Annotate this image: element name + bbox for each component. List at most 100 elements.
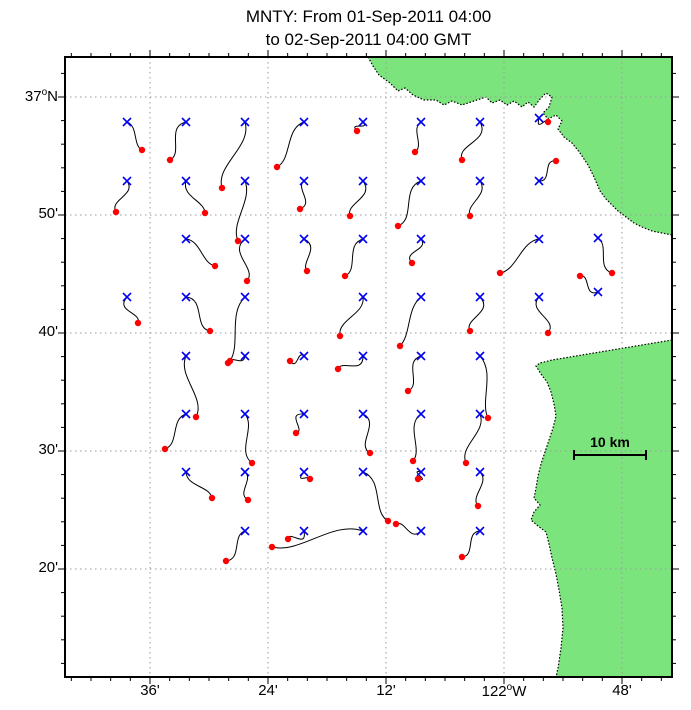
drifter-track xyxy=(271,528,364,549)
drifter-end-dot xyxy=(166,156,174,164)
drifter-start-x-marker xyxy=(240,409,250,419)
drifter-end-dot xyxy=(409,457,417,465)
drifter-end-dot xyxy=(462,459,470,467)
y-tick-label: 30' xyxy=(38,441,58,458)
drifter-track xyxy=(479,355,489,419)
drifter-start-x-marker xyxy=(593,287,603,297)
drifter-start-x-marker xyxy=(122,292,132,302)
drifter-end-dot xyxy=(218,184,226,192)
drifter-track xyxy=(464,413,482,464)
drifter-start-x-marker xyxy=(475,176,485,186)
drifter-end-dot xyxy=(192,413,200,421)
drifter-start-x-marker xyxy=(299,176,309,186)
drifter-end-dot xyxy=(544,118,552,126)
drifter-start-x-marker xyxy=(358,409,368,419)
drifter-end-dot xyxy=(296,205,304,213)
drifter-end-dot xyxy=(458,553,466,561)
drifter-end-dot xyxy=(411,148,419,156)
drifter-start-x-marker xyxy=(240,292,250,302)
drifter-end-dot xyxy=(284,535,292,543)
drifter-end-dot xyxy=(474,502,482,510)
drifter-end-dot xyxy=(408,259,416,267)
title-line-2: to 02-Sep-2011 04:00 GMT xyxy=(265,30,472,49)
drifter-end-dot xyxy=(608,269,616,277)
drifter-start-x-marker xyxy=(240,117,250,127)
drifter-start-x-marker xyxy=(358,234,368,244)
drifter-start-x-marker xyxy=(416,351,426,361)
drifter-end-dot xyxy=(206,327,214,335)
drifter-track xyxy=(414,121,422,153)
drifter-start-x-marker xyxy=(358,117,368,127)
drifter-end-dot xyxy=(336,332,344,340)
drifter-end-dot xyxy=(396,342,404,350)
y-tick-label: 37oN xyxy=(24,87,58,105)
drifter-track xyxy=(409,238,424,264)
y-tick-label: 40' xyxy=(38,323,58,340)
drifter-end-dot xyxy=(134,319,142,327)
drifter-end-dot xyxy=(208,494,216,502)
drifter-track xyxy=(344,238,364,277)
drifter-end-dot xyxy=(234,237,242,245)
drifter-track xyxy=(339,296,364,337)
drifter-start-x-marker xyxy=(475,526,485,536)
drifter-start-x-marker xyxy=(240,176,250,186)
drifter-end-dot xyxy=(303,267,311,275)
drifter-end-dot xyxy=(384,517,392,525)
drifter-track xyxy=(395,522,422,535)
drifter-start-x-marker xyxy=(181,467,191,477)
drifter-end-dot xyxy=(404,387,412,395)
drifter-start-x-marker xyxy=(240,467,250,477)
drifter-track xyxy=(276,121,305,168)
drifter-end-dot xyxy=(466,327,474,335)
drifter-end-dot xyxy=(286,357,294,365)
x-tick-label: 36' xyxy=(140,682,160,699)
drifter-track xyxy=(499,238,540,274)
drifter-start-x-marker xyxy=(122,117,132,127)
drifter-start-x-marker xyxy=(534,176,544,186)
drifter-track xyxy=(126,121,143,151)
drifter-track xyxy=(229,296,246,362)
y-tick-label: 50' xyxy=(38,205,58,222)
drifter-end-dot xyxy=(224,359,232,367)
drifter-end-dot xyxy=(496,269,504,277)
land-north-coast xyxy=(367,57,672,236)
drifter-start-x-marker xyxy=(534,113,544,123)
drifter-start-x-marker xyxy=(299,526,309,536)
drifter-start-x-marker xyxy=(416,526,426,536)
drifter-start-x-marker xyxy=(181,292,191,302)
plot-border xyxy=(64,56,673,678)
drifter-start-x-marker xyxy=(181,176,191,186)
drifter-start-x-marker xyxy=(475,117,485,127)
drifter-track xyxy=(461,530,481,558)
drifter-track xyxy=(337,355,364,370)
drifter-start-x-marker xyxy=(358,351,368,361)
drifter-end-dot xyxy=(366,449,374,457)
drifter-start-x-marker xyxy=(358,526,368,536)
drifter-end-dot xyxy=(306,475,314,483)
drifter-track xyxy=(114,180,130,213)
drifter-start-x-marker xyxy=(416,234,426,244)
drifter-start-x-marker xyxy=(299,409,309,419)
drifter-start-x-marker xyxy=(416,409,426,419)
drifter-track xyxy=(169,121,187,161)
drifter-end-dot xyxy=(273,163,281,171)
x-tick-label: 48' xyxy=(612,682,632,699)
drifter-end-dot xyxy=(244,496,252,504)
drifter-end-dot xyxy=(414,475,422,483)
drifter-start-x-marker xyxy=(416,176,426,186)
drifter-track xyxy=(468,296,485,332)
drifter-start-x-marker xyxy=(181,409,191,419)
drifter-start-x-marker xyxy=(593,233,603,243)
drifter-start-x-marker xyxy=(240,351,250,361)
drifter-start-x-marker xyxy=(358,292,368,302)
drifter-end-dot xyxy=(138,146,146,154)
drifter-track xyxy=(238,238,250,282)
drifter-start-x-marker xyxy=(299,117,309,127)
drifter-track xyxy=(407,355,422,392)
drifter-end-dot xyxy=(292,429,300,437)
x-tick-label: 24' xyxy=(258,682,278,699)
drifter-track xyxy=(225,530,246,562)
drifter-start-x-marker xyxy=(181,234,191,244)
drifter-end-dot xyxy=(222,557,230,565)
